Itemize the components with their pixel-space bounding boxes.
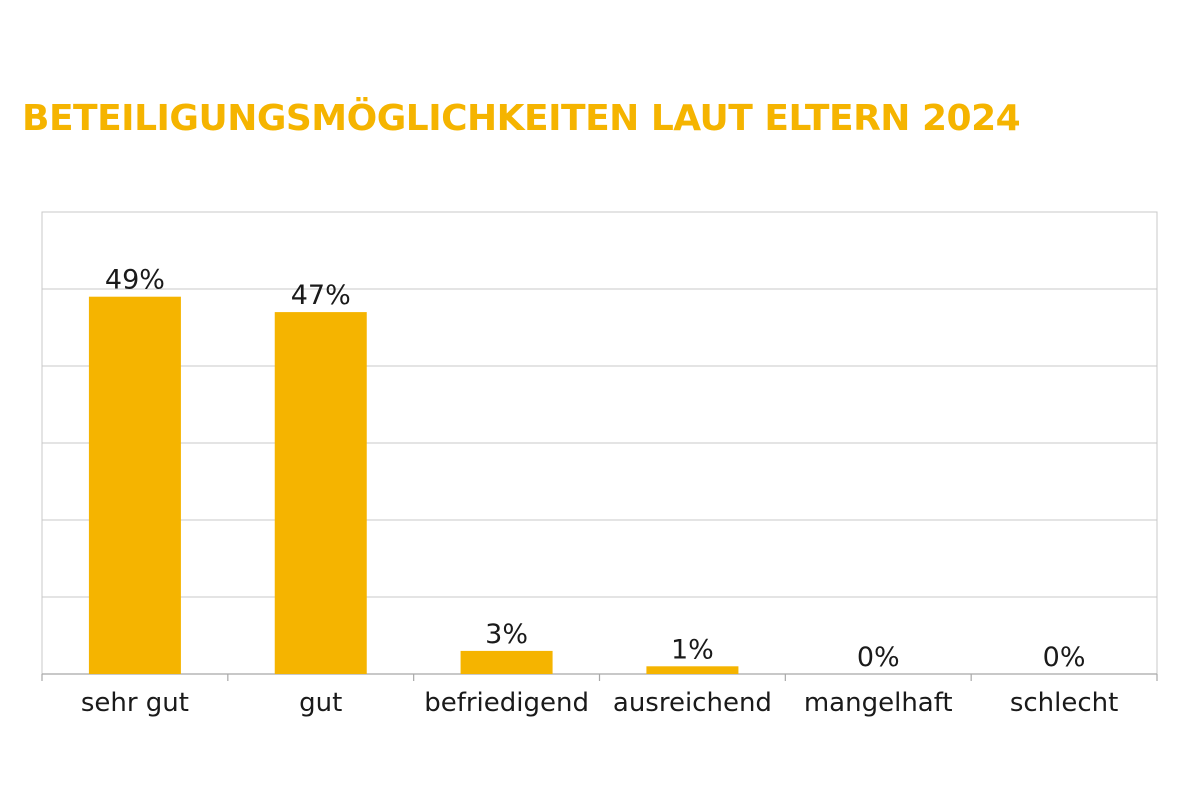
bar-layer bbox=[88, 296, 739, 674]
x-tick-label: befriedigend bbox=[424, 688, 589, 718]
data-label: 1% bbox=[671, 634, 714, 665]
bar-ausreichend bbox=[646, 666, 739, 674]
x-tick-label-layer: sehr gut gut befriedigend ausreichend mangel… bbox=[81, 688, 1119, 718]
bar-befriedigend bbox=[460, 650, 553, 674]
x-tick-label: mangelhaft bbox=[804, 688, 953, 718]
bar-sehr-gut bbox=[88, 296, 181, 674]
x-tick-label: sehr gut bbox=[81, 688, 189, 718]
data-label: 0% bbox=[1043, 642, 1086, 673]
x-tick-label: schlecht bbox=[1010, 688, 1119, 718]
data-label: 3% bbox=[485, 619, 528, 650]
chart-title: BETEILIGUNGSMÖGLICHKEITEN LAUT ELTERN 20… bbox=[22, 98, 1021, 139]
x-tick-label: ausreichend bbox=[613, 688, 772, 718]
data-label-layer: 49% 47% 3% 1% 0% 0% bbox=[105, 265, 1086, 673]
bar-gut bbox=[274, 312, 367, 674]
grid-layer bbox=[41, 211, 1158, 681]
x-tick-label: gut bbox=[299, 688, 342, 718]
data-label: 49% bbox=[105, 265, 165, 296]
data-label: 47% bbox=[291, 280, 351, 311]
data-label: 0% bbox=[857, 642, 900, 673]
